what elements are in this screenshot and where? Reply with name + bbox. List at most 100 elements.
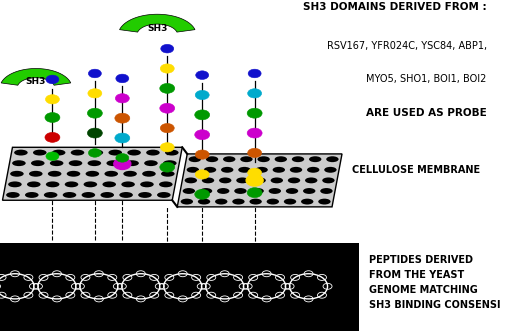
Circle shape — [160, 64, 174, 73]
Circle shape — [247, 108, 262, 118]
Ellipse shape — [309, 156, 321, 162]
Ellipse shape — [269, 188, 281, 194]
Ellipse shape — [284, 199, 296, 205]
Ellipse shape — [301, 199, 313, 205]
Text: RSV167, YFR024C, YSC84, ABP1,: RSV167, YFR024C, YSC84, ABP1, — [327, 41, 487, 51]
Ellipse shape — [86, 171, 99, 177]
Ellipse shape — [288, 177, 300, 183]
Ellipse shape — [187, 167, 199, 173]
Ellipse shape — [256, 167, 268, 173]
Ellipse shape — [67, 171, 80, 177]
Circle shape — [114, 158, 131, 169]
Circle shape — [195, 110, 209, 120]
Ellipse shape — [142, 171, 156, 177]
Text: SH3 DOMAINS DERIVED FROM :: SH3 DOMAINS DERIVED FROM : — [303, 2, 487, 12]
Circle shape — [160, 162, 175, 172]
Ellipse shape — [305, 177, 318, 183]
Ellipse shape — [318, 199, 331, 205]
Ellipse shape — [163, 160, 176, 166]
Ellipse shape — [109, 150, 122, 156]
Ellipse shape — [272, 167, 285, 173]
Circle shape — [87, 128, 102, 138]
Circle shape — [45, 132, 60, 142]
Ellipse shape — [44, 192, 57, 198]
Ellipse shape — [146, 150, 160, 156]
Ellipse shape — [221, 167, 234, 173]
Circle shape — [88, 89, 102, 98]
Ellipse shape — [206, 156, 218, 162]
Circle shape — [195, 90, 209, 100]
Ellipse shape — [270, 177, 283, 183]
Circle shape — [116, 154, 129, 162]
Polygon shape — [1, 69, 71, 85]
Ellipse shape — [107, 160, 120, 166]
Ellipse shape — [127, 150, 141, 156]
Ellipse shape — [62, 192, 76, 198]
Circle shape — [116, 94, 129, 103]
Ellipse shape — [234, 188, 247, 194]
Ellipse shape — [52, 150, 66, 156]
Ellipse shape — [267, 199, 279, 205]
Ellipse shape — [121, 181, 135, 187]
Text: CELLULOSE MEMBRANE: CELLULOSE MEMBRANE — [352, 166, 480, 175]
Circle shape — [46, 152, 59, 161]
Circle shape — [248, 148, 261, 158]
Ellipse shape — [138, 192, 152, 198]
Ellipse shape — [83, 181, 97, 187]
Ellipse shape — [65, 181, 78, 187]
Ellipse shape — [71, 150, 85, 156]
Ellipse shape — [254, 177, 266, 183]
Circle shape — [195, 150, 209, 159]
Circle shape — [195, 170, 209, 179]
Ellipse shape — [119, 192, 133, 198]
Circle shape — [246, 175, 263, 186]
Ellipse shape — [200, 188, 212, 194]
Ellipse shape — [219, 177, 232, 183]
Circle shape — [248, 168, 261, 177]
Ellipse shape — [100, 192, 114, 198]
Ellipse shape — [324, 167, 337, 173]
Ellipse shape — [215, 199, 227, 205]
Circle shape — [160, 143, 174, 152]
Ellipse shape — [185, 177, 197, 183]
Ellipse shape — [181, 199, 193, 205]
Circle shape — [46, 75, 59, 84]
Circle shape — [247, 188, 262, 198]
Ellipse shape — [50, 160, 64, 166]
Ellipse shape — [161, 171, 175, 177]
Circle shape — [116, 74, 129, 83]
Ellipse shape — [251, 188, 264, 194]
Ellipse shape — [27, 181, 40, 187]
Ellipse shape — [303, 188, 316, 194]
Ellipse shape — [8, 181, 22, 187]
Ellipse shape — [238, 167, 250, 173]
Text: GENOME MATCHING: GENOME MATCHING — [370, 285, 478, 295]
Text: MYO5, SHO1, BOI1, BOI2: MYO5, SHO1, BOI1, BOI2 — [366, 74, 487, 84]
Ellipse shape — [102, 181, 116, 187]
Text: ARE USED AS PROBE: ARE USED AS PROBE — [366, 108, 487, 118]
Ellipse shape — [33, 150, 47, 156]
Circle shape — [115, 133, 130, 143]
Circle shape — [160, 123, 174, 133]
Circle shape — [46, 95, 59, 104]
Ellipse shape — [326, 156, 339, 162]
Circle shape — [88, 69, 101, 78]
Ellipse shape — [14, 150, 28, 156]
Ellipse shape — [198, 199, 210, 205]
Ellipse shape — [249, 199, 262, 205]
Ellipse shape — [88, 160, 101, 166]
Ellipse shape — [31, 160, 45, 166]
Circle shape — [248, 89, 261, 98]
Ellipse shape — [29, 171, 43, 177]
Circle shape — [161, 44, 174, 53]
Text: SH3: SH3 — [26, 77, 46, 86]
Ellipse shape — [123, 171, 137, 177]
Circle shape — [160, 103, 175, 113]
Polygon shape — [177, 154, 342, 207]
Ellipse shape — [236, 177, 249, 183]
Ellipse shape — [286, 188, 298, 194]
Ellipse shape — [275, 156, 287, 162]
Ellipse shape — [165, 150, 178, 156]
Ellipse shape — [307, 167, 319, 173]
Text: FROM THE YEAST: FROM THE YEAST — [370, 270, 465, 280]
